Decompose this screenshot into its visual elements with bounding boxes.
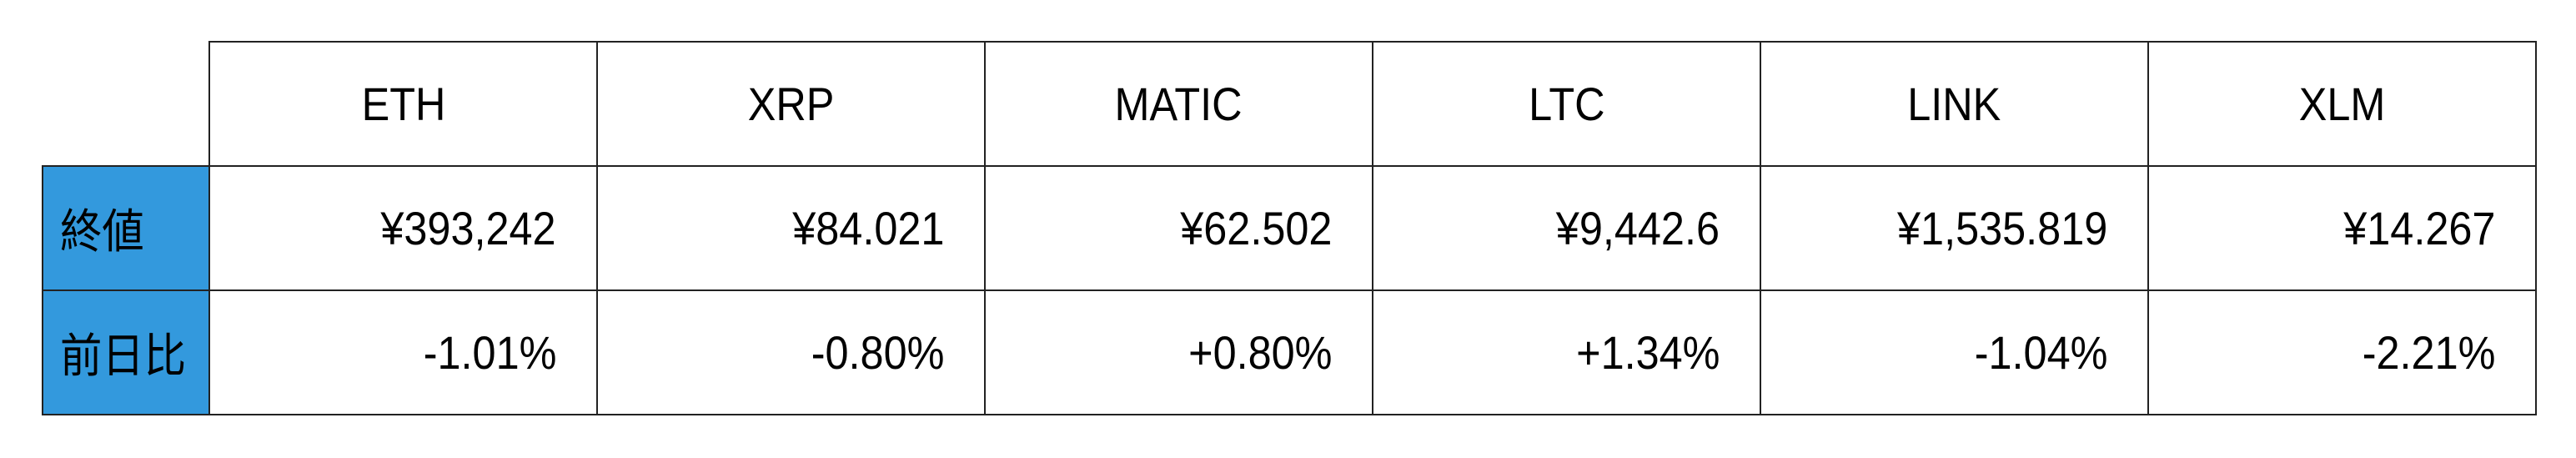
crypto-price-table: ETH XRP MATIC LTC LINK XLM 終値 ¥393,242 ¥…	[42, 41, 2537, 415]
table-cell: -0.80%	[596, 289, 986, 415]
column-header: LINK	[1760, 41, 2149, 167]
table-cell: -1.01%	[208, 289, 598, 415]
corner-cell	[43, 42, 209, 167]
table-cell: ¥1,535.819	[1760, 165, 2149, 291]
header-row: ETH XRP MATIC LTC LINK XLM	[43, 41, 2537, 167]
row-label: 終値	[42, 165, 210, 291]
table-cell: ¥393,242	[208, 165, 598, 291]
table-cell: ¥14.267	[2147, 165, 2537, 291]
table-cell: ¥9,442.6	[1372, 165, 1761, 291]
table-cell: -2.21%	[2147, 289, 2537, 415]
table-cell: +1.34%	[1372, 289, 1761, 415]
column-header: ETH	[208, 41, 598, 167]
table-row-close-price: 終値 ¥393,242 ¥84.021 ¥62.502 ¥9,442.6 ¥1,…	[42, 165, 2537, 291]
column-header: XRP	[596, 41, 986, 167]
column-header: LTC	[1372, 41, 1761, 167]
table-cell: ¥62.502	[984, 165, 1373, 291]
table-cell: -1.04%	[1760, 289, 2149, 415]
table-row-day-change: 前日比 -1.01% -0.80% +0.80% +1.34% -1.04% -…	[42, 289, 2537, 415]
table-cell: ¥84.021	[596, 165, 986, 291]
row-label: 前日比	[42, 289, 210, 415]
column-header: MATIC	[984, 41, 1373, 167]
column-header: XLM	[2147, 41, 2537, 167]
table-cell: +0.80%	[984, 289, 1373, 415]
